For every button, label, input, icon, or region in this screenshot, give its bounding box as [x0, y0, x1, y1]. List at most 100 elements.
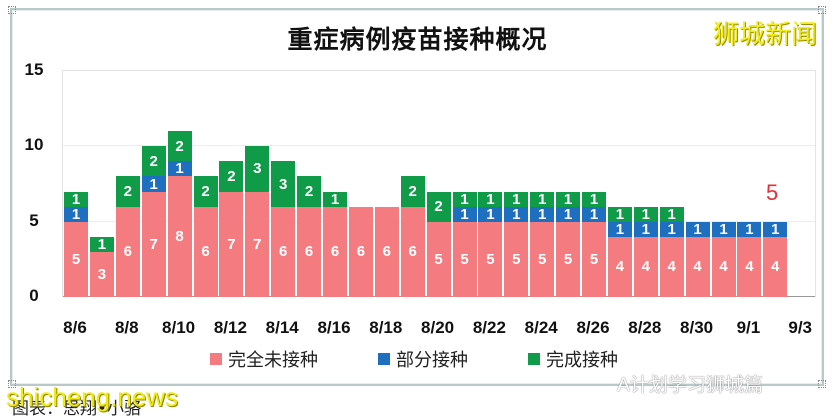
bar-segment: 1: [167, 160, 192, 177]
bar-segment: 5: [426, 221, 451, 297]
legend-label: 部分接种: [396, 350, 468, 371]
bar-segment: 4: [659, 236, 684, 297]
bar-segment: 2: [219, 161, 244, 192]
bar-segment: 5: [582, 221, 606, 297]
bar-8-18: 6: [374, 206, 399, 297]
legend-item-full: 完成接种: [528, 346, 618, 372]
bar-segment: 4: [607, 236, 632, 297]
x-tick-label: 8/22: [472, 318, 506, 337]
chart-title: 重症病例疫苗接种概况: [287, 25, 548, 54]
figure-caption: 图表：思翔•小骆: [12, 399, 142, 419]
bar-segment: 3: [245, 146, 270, 192]
legend-item-partial: 部分接种: [378, 346, 468, 372]
gridline: [63, 145, 815, 147]
bar-segment: 3: [89, 251, 114, 297]
x-tick-label: 8/24: [524, 318, 558, 337]
bar-segment: 4: [737, 236, 762, 297]
bar-segment: 4: [685, 236, 710, 297]
bar-segment: 2: [426, 191, 451, 222]
x-tick-label: 8/26: [576, 318, 610, 337]
resize-handle-bottom-right[interactable]: [818, 380, 826, 388]
x-tick-label: 8/28: [628, 318, 662, 337]
bar-segment: 1: [478, 191, 503, 208]
legend-item-unvaccinated: 完全未接种: [210, 346, 318, 372]
bar-segment: 1: [452, 191, 477, 208]
bar-segment: 6: [374, 206, 399, 297]
bar-segment: 1: [504, 191, 529, 208]
resize-handle-top-left[interactable]: [8, 6, 16, 14]
bar-segment: 5: [556, 221, 581, 297]
bar-segment: 1: [530, 191, 555, 208]
bar-segment: 1: [478, 206, 503, 223]
x-tick-label: 8/30: [680, 318, 714, 337]
bar-segment: 1: [64, 191, 88, 208]
bar-segment: 4: [633, 236, 658, 297]
wechat-watermark: A计划学习狮城篇: [617, 374, 763, 396]
bar-segment: 1: [556, 206, 581, 223]
bar-segment: 5: [452, 221, 477, 297]
x-tick-label: 8/20: [421, 318, 455, 337]
bar-segment: 1: [141, 176, 166, 193]
bar-segment: 1: [89, 236, 114, 253]
bar-segment: 2: [115, 176, 140, 207]
bar-segment: 1: [323, 191, 347, 208]
bar-segment: 1: [763, 221, 788, 238]
x-tick-label: 8/6: [63, 318, 87, 337]
bar-segment: 2: [167, 131, 192, 162]
bar-segment: 1: [64, 206, 88, 223]
bar-segment: 8: [167, 176, 192, 297]
bar-segment: 1: [556, 191, 581, 208]
bar-segment: 1: [685, 221, 710, 238]
bar-segment: 6: [271, 206, 296, 297]
y-tick-label: 15: [24, 60, 44, 79]
bar-segment: 1: [582, 191, 606, 208]
resize-handle-bottom-left[interactable]: [8, 380, 16, 388]
bar-segment: 5: [530, 221, 555, 297]
x-tick-label: 8/14: [265, 318, 299, 337]
bar-segment: 2: [141, 146, 166, 177]
legend-swatch-partial: [378, 353, 390, 365]
bar-segment: 2: [400, 176, 425, 207]
bar-segment: 1: [659, 206, 684, 223]
bar-segment: 1: [633, 206, 658, 223]
bar-segment: 1: [452, 206, 477, 223]
bar-segment: 1: [504, 206, 529, 223]
legend: 完全未接种 部分接种 完成接种: [210, 346, 618, 372]
y-tick-label: 0: [29, 286, 39, 305]
legend-label: 完全未接种: [228, 350, 318, 371]
bar-segment: 1: [607, 206, 632, 223]
annotation-label: 5: [766, 180, 779, 205]
x-tick-label: 9/3: [788, 318, 812, 337]
bar-segment: 2: [297, 176, 322, 207]
x-tick-label: 8/10: [162, 318, 196, 337]
brand-watermark: 狮城新闻: [712, 20, 817, 50]
bar-segment: 1: [633, 221, 658, 238]
legend-label: 完成接种: [546, 350, 618, 371]
x-tick-label: 9/1: [736, 318, 761, 337]
bar-segment: 5: [504, 221, 529, 297]
resize-handle-top-right[interactable]: [818, 6, 826, 14]
bar-segment: 4: [763, 236, 788, 297]
bar-segment: 6: [348, 206, 373, 297]
bar-segment: 1: [711, 221, 736, 238]
bar-segment: 6: [297, 206, 322, 297]
